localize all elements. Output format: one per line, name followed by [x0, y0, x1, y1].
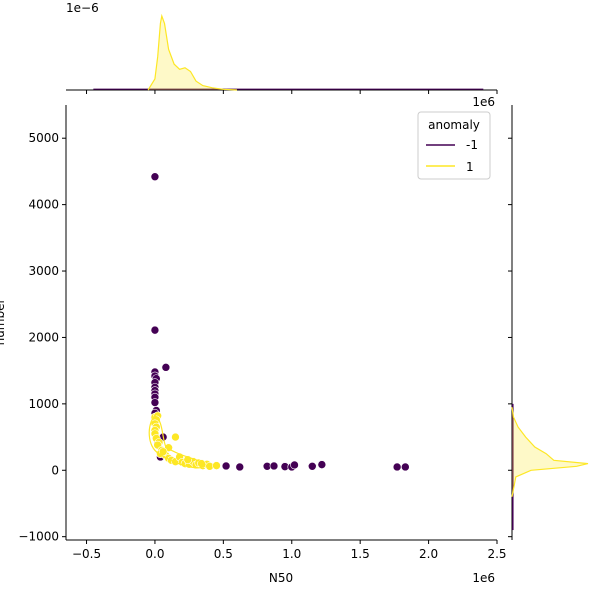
top-marginal-curve-normal	[147, 13, 238, 91]
y-tick: 0	[51, 463, 66, 477]
right-marginal-curve-normal	[511, 407, 589, 497]
scatter-point-anomaly	[150, 172, 160, 182]
legend-label-neg1: -1	[466, 138, 478, 152]
x-tick: 0.0	[145, 540, 164, 561]
y-tick: −1000	[18, 530, 66, 544]
y-tick: 1000	[28, 397, 66, 411]
y-tick: 2000	[28, 330, 66, 344]
legend: anomaly -1 1	[417, 111, 491, 180]
scatter-point-anomaly	[269, 461, 279, 471]
y-tick-label: 1000	[28, 397, 59, 411]
y-tick: 3000	[28, 264, 66, 278]
scatter-point-anomaly	[161, 363, 171, 372]
legend-label-1: 1	[466, 160, 474, 174]
y-tick: 5000	[28, 131, 66, 145]
right-marginal-multiplier: 1e6	[472, 95, 495, 109]
y-tick-label: 4000	[28, 198, 59, 212]
y-tick-label: 0	[51, 463, 59, 477]
scatter-point-anomaly	[317, 460, 327, 469]
top-marginal-density	[66, 13, 498, 94]
y-tick-label: 5000	[28, 131, 59, 145]
scatter-point-anomaly	[290, 460, 299, 470]
x-tick: 1.0	[282, 540, 301, 561]
x-axis-label: N50	[269, 571, 293, 585]
scatter-point-anomaly	[401, 462, 410, 472]
legend-title: anomaly	[428, 118, 480, 132]
scatter-point-anomaly	[221, 461, 231, 471]
y-tick-label: 2000	[28, 330, 59, 344]
top-marginal-multiplier: 1e−6	[66, 1, 99, 15]
x-tick-label: 1.5	[351, 547, 370, 561]
top-marginal-fill	[148, 16, 238, 90]
y-axis-label: number	[0, 299, 7, 346]
x-tick-label: 1.0	[282, 547, 301, 561]
y-tick-label: −1000	[18, 530, 59, 544]
x-tick: −0.5	[72, 540, 101, 561]
y-tick-label: 3000	[28, 264, 59, 278]
density-contour	[148, 415, 206, 469]
scatter-point-anomaly	[392, 462, 402, 472]
scatter-point-anomaly	[307, 461, 317, 471]
scatter-point-anomaly	[150, 398, 160, 407]
x-axis-multiplier: 1e6	[472, 571, 495, 585]
x-tick-label: −0.5	[72, 547, 101, 561]
x-tick-label: 2.5	[487, 547, 506, 561]
scatter-point-anomaly	[235, 462, 245, 472]
x-tick-label: 0.0	[145, 547, 164, 561]
y-tick: 4000	[28, 198, 66, 212]
right-marginal-fill	[512, 407, 588, 497]
main-scatter-plot: −0.5 0.0 0.5 1.0 1.5 2.0 2.5 −1000 0 1000 2000 3000…	[18, 105, 507, 561]
x-tick: 2.5	[487, 540, 507, 561]
x-tick: 1.5	[351, 540, 370, 561]
scatter-point-anomaly	[150, 325, 160, 335]
scatter-point-normal	[212, 461, 221, 470]
x-tick: 0.5	[214, 540, 233, 561]
right-marginal-density	[508, 105, 589, 540]
x-tick-label: 0.5	[214, 547, 233, 561]
x-tick-label: 2.0	[419, 547, 438, 561]
scatter-point-normal	[171, 432, 180, 442]
x-tick: 2.0	[419, 540, 438, 561]
